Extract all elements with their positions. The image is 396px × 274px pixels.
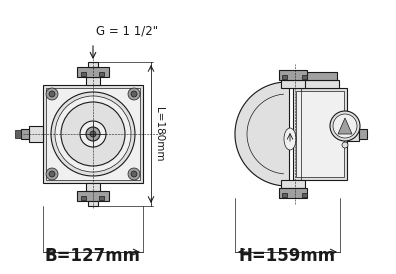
Bar [303,72,337,80]
Bar [21,129,29,139]
Bar [88,62,98,67]
Circle shape [46,88,58,100]
Text: G = 1 1/2": G = 1 1/2" [96,25,158,38]
Bar [281,80,305,88]
Bar [279,70,307,80]
Bar [86,183,100,191]
Bar [282,193,287,197]
Bar [99,196,104,200]
Bar [347,127,359,141]
Bar [77,67,109,77]
Bar [296,91,344,177]
Polygon shape [338,118,352,134]
Bar [99,72,104,76]
Circle shape [128,168,140,180]
Bar [302,193,307,197]
Text: B=127mm: B=127mm [45,247,141,265]
Bar [86,77,100,85]
Bar [77,191,109,201]
Bar [293,88,347,180]
Circle shape [128,88,140,100]
Circle shape [131,91,137,97]
Bar [43,85,143,183]
Circle shape [131,171,137,177]
Circle shape [333,114,357,138]
Circle shape [49,171,55,177]
Bar [302,75,307,79]
Bar [88,201,98,206]
Bar [282,75,287,79]
Circle shape [86,127,100,141]
Bar [279,188,307,198]
Bar [301,80,339,88]
Polygon shape [235,82,291,186]
Bar [359,129,367,139]
Circle shape [80,121,106,147]
Circle shape [51,92,135,176]
Bar [81,72,86,76]
Circle shape [46,168,58,180]
Bar [29,126,43,142]
Circle shape [55,96,131,172]
Bar [81,196,86,200]
Ellipse shape [284,128,296,150]
Bar [46,88,140,180]
Text: L=180mm: L=180mm [154,107,164,161]
Circle shape [90,131,96,137]
Circle shape [330,111,360,141]
Circle shape [49,91,55,97]
Circle shape [342,142,348,148]
Bar [281,180,305,188]
Text: H=159mm: H=159mm [239,247,336,265]
Bar [15,130,21,138]
Circle shape [61,102,125,166]
